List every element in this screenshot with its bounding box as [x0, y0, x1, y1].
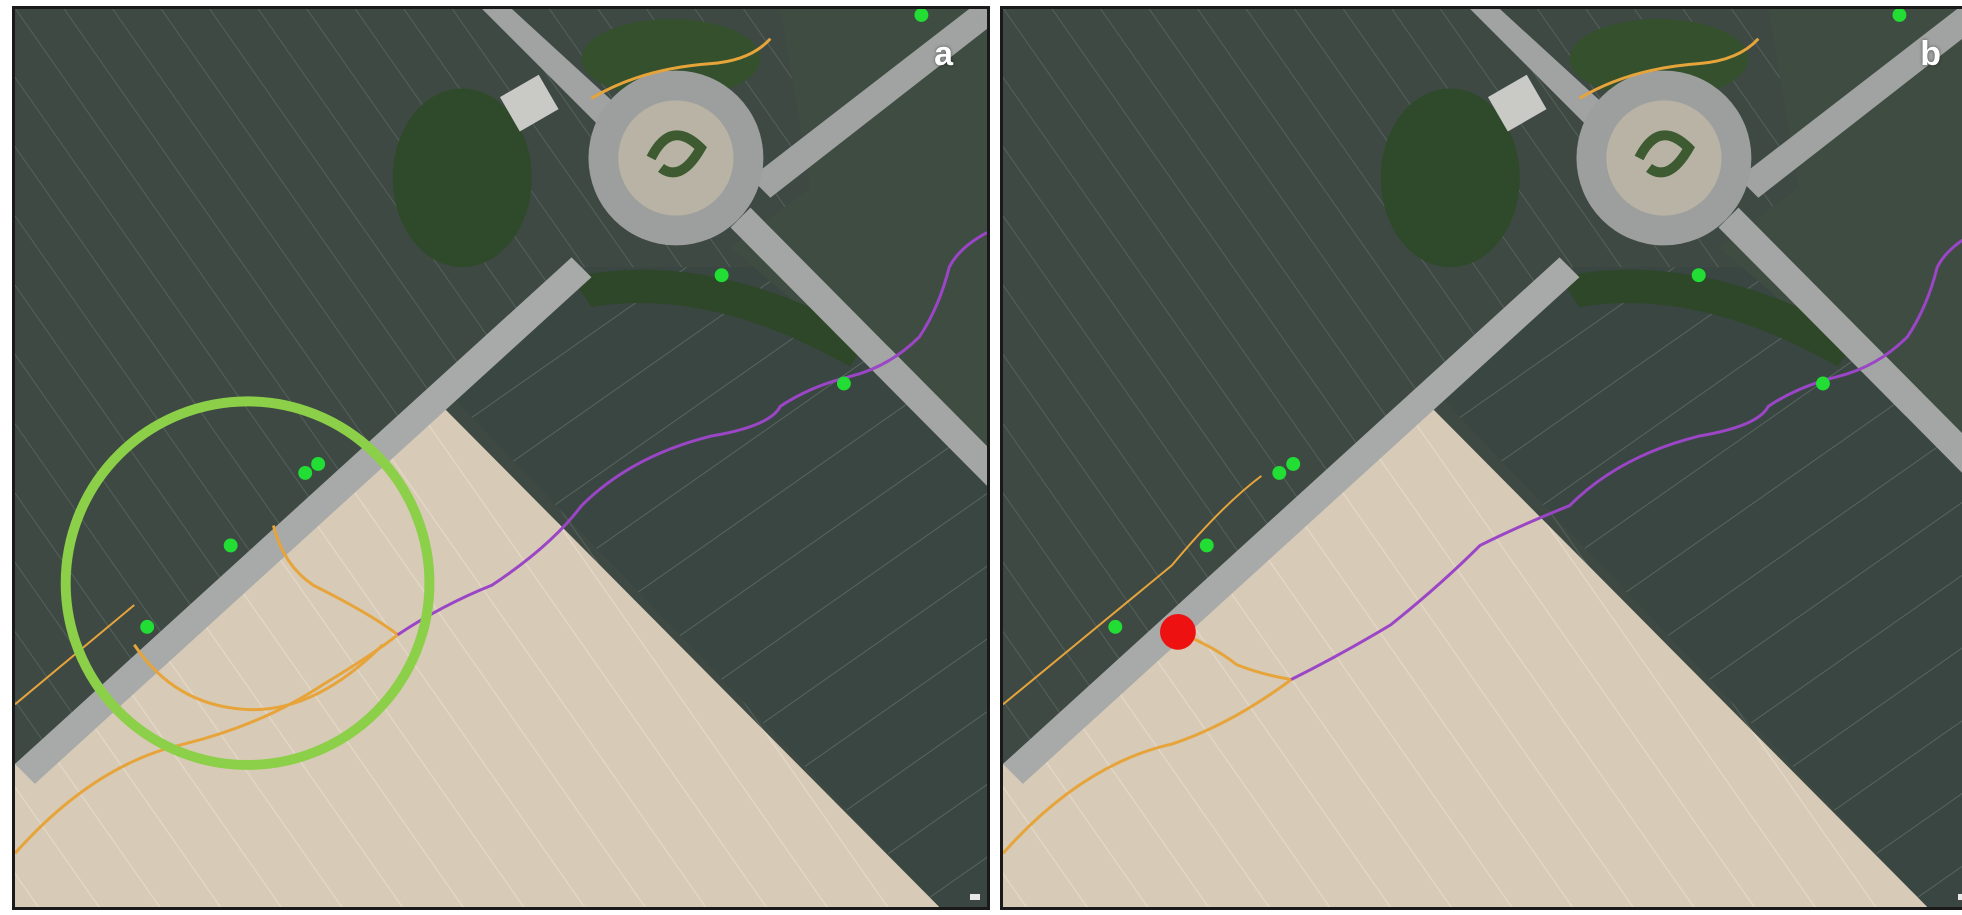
map-panel-b[interactable]: b — [1000, 6, 1962, 910]
orange-track — [133, 643, 384, 712]
green-dot[interactable] — [1108, 619, 1123, 634]
field-upper-right — [730, 9, 987, 466]
panel-label: a — [934, 35, 953, 73]
map-panel-a[interactable]: a — [12, 6, 990, 910]
scale-mark — [1957, 893, 1962, 901]
green-dot[interactable] — [311, 457, 326, 471]
road-northwest — [1470, 9, 1620, 139]
roundabout-planting — [646, 130, 707, 178]
green-dot[interactable] — [140, 619, 155, 634]
orange-track — [15, 633, 399, 855]
orange-track — [1003, 678, 1293, 855]
roundabout-center — [618, 100, 734, 216]
orange-track — [15, 604, 135, 706]
green-dot[interactable] — [223, 538, 238, 553]
road-northwest — [482, 9, 632, 139]
road-southeast — [1718, 207, 1962, 473]
road-northeast — [1738, 9, 1962, 198]
orange-track — [271, 525, 399, 636]
tan-field — [1003, 396, 1928, 907]
green-dot[interactable] — [1892, 9, 1907, 22]
purple-track — [1290, 238, 1962, 681]
hedge — [1559, 269, 1858, 367]
orange-track — [1578, 37, 1760, 100]
panel-label: b — [1920, 35, 1941, 73]
tree-cluster — [1380, 88, 1520, 268]
hedge — [571, 269, 870, 367]
green-dot[interactable] — [1199, 538, 1214, 553]
roundabout-planting — [1634, 130, 1695, 178]
tree-cluster — [581, 18, 761, 99]
building — [499, 74, 559, 132]
orange-track — [590, 37, 772, 100]
satellite-map-b[interactable] — [1003, 9, 1962, 907]
scale-mark — [969, 893, 981, 901]
green-dot[interactable] — [1286, 457, 1301, 471]
green-dot[interactable] — [836, 376, 851, 391]
road-northeast — [750, 9, 987, 198]
tree-cluster — [1569, 18, 1749, 99]
building — [1487, 74, 1547, 132]
tree-cluster — [392, 88, 532, 268]
tan-field — [15, 396, 940, 907]
green-dot[interactable] — [1691, 268, 1706, 283]
green-dot[interactable] — [298, 465, 313, 480]
satellite-map-a[interactable] — [15, 9, 987, 907]
green-dot[interactable] — [1272, 465, 1287, 480]
dark-field-right — [1430, 267, 1962, 907]
green-dot[interactable] — [1815, 376, 1830, 391]
green-dot[interactable] — [914, 9, 929, 22]
roundabout-center — [1606, 100, 1722, 216]
orange-track — [1003, 475, 1263, 706]
purple-track — [396, 231, 987, 637]
dark-field-right — [442, 267, 987, 907]
highlight-circle — [60, 396, 435, 770]
main-road — [1003, 257, 1580, 784]
green-dot[interactable] — [714, 268, 729, 283]
main-road — [15, 257, 592, 784]
road-southeast — [730, 207, 987, 486]
red-marker[interactable] — [1160, 613, 1196, 650]
